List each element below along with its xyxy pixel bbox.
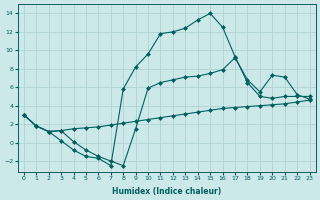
X-axis label: Humidex (Indice chaleur): Humidex (Indice chaleur) <box>112 187 221 196</box>
